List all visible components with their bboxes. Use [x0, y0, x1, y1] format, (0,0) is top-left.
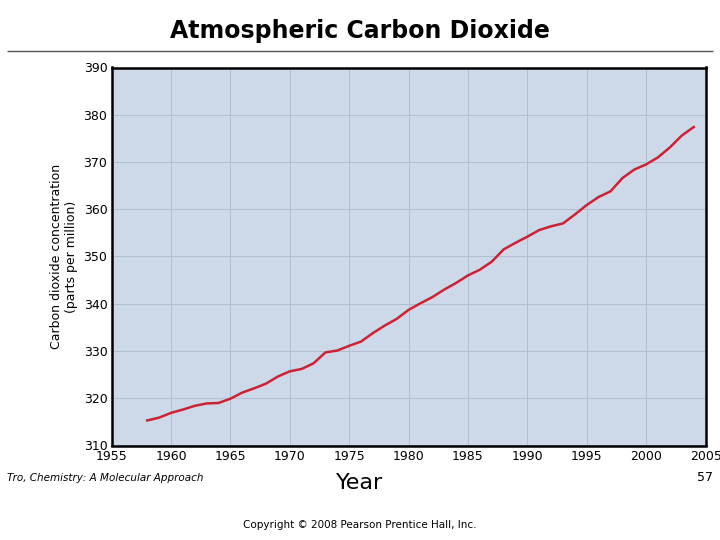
- Text: 57: 57: [697, 471, 713, 484]
- Text: Tro, Chemistry: A Molecular Approach: Tro, Chemistry: A Molecular Approach: [7, 473, 204, 483]
- Text: Atmospheric Carbon Dioxide: Atmospheric Carbon Dioxide: [170, 19, 550, 43]
- Text: Year: Year: [336, 473, 384, 494]
- Y-axis label: Carbon dioxide concentration
(parts per million): Carbon dioxide concentration (parts per …: [50, 164, 78, 349]
- Text: Copyright © 2008 Pearson Prentice Hall, Inc.: Copyright © 2008 Pearson Prentice Hall, …: [243, 520, 477, 530]
